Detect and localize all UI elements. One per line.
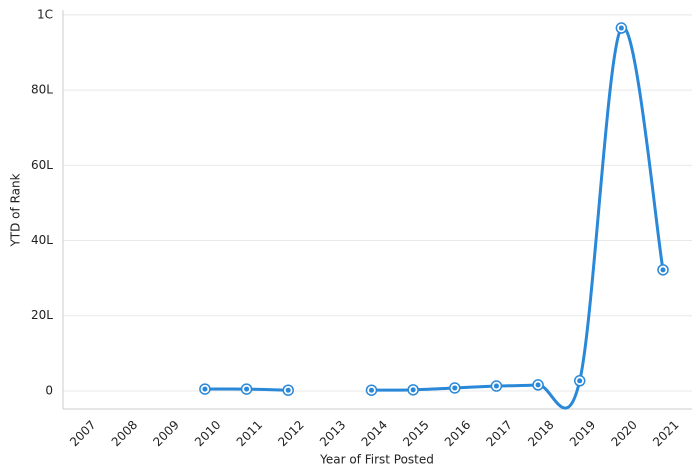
y-tick-label: 1C bbox=[37, 7, 53, 21]
x-tick-label: 2014 bbox=[359, 418, 390, 449]
x-axis-title: Year of First Posted bbox=[319, 453, 434, 467]
marker-dot bbox=[452, 385, 458, 391]
x-tick-label: 2020 bbox=[608, 418, 639, 449]
y-tick-label: 20L bbox=[31, 308, 53, 322]
y-tick-label: 80L bbox=[31, 83, 53, 97]
y-tick-label: 0 bbox=[45, 383, 53, 397]
y-axis-title: YTD of Rank bbox=[9, 173, 23, 247]
y-tick-label: 40L bbox=[31, 233, 53, 247]
marker-dot bbox=[285, 387, 291, 393]
x-tick-label: 2019 bbox=[567, 418, 598, 449]
marker-dot bbox=[244, 386, 250, 392]
marker-dot bbox=[493, 383, 499, 389]
x-tick-label: 2010 bbox=[192, 418, 223, 449]
x-tick-label: 2012 bbox=[275, 418, 306, 449]
marker-dot bbox=[618, 25, 624, 31]
marker-dot bbox=[369, 387, 374, 393]
x-tick-label: 2021 bbox=[650, 418, 681, 449]
marker-dot bbox=[577, 378, 583, 384]
x-tick-label: 2011 bbox=[234, 418, 265, 449]
marker-dot bbox=[202, 386, 208, 392]
x-tick-label: 2007 bbox=[67, 418, 98, 449]
marker-dot bbox=[535, 382, 541, 388]
y-tick-label: 60L bbox=[31, 158, 53, 172]
x-tick-label: 2009 bbox=[150, 418, 181, 449]
x-tick-label: 2008 bbox=[109, 418, 140, 449]
x-tick-label: 2015 bbox=[400, 418, 431, 449]
x-tick-label: 2013 bbox=[317, 418, 348, 449]
marker-dot bbox=[660, 267, 666, 273]
x-tick-label: 2018 bbox=[525, 418, 556, 449]
line bbox=[371, 25, 665, 410]
marker-dot bbox=[410, 387, 416, 393]
x-tick-label: 2017 bbox=[484, 418, 515, 449]
x-tick-label: 2016 bbox=[442, 418, 473, 449]
